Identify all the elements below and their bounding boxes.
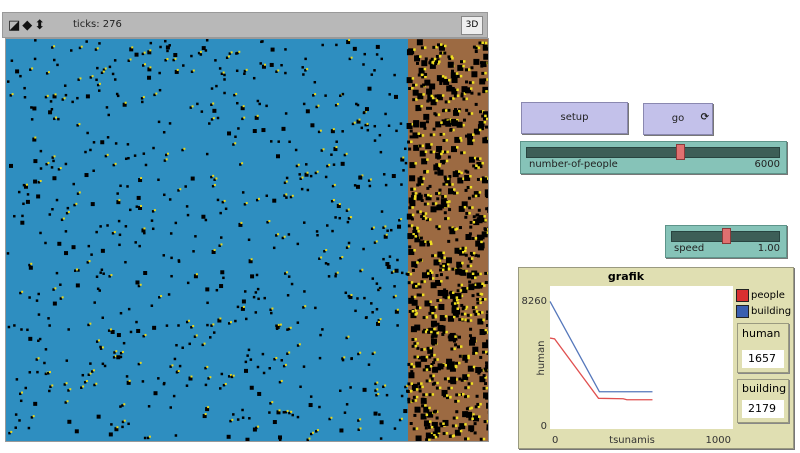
series-line-building: [549, 301, 653, 393]
slider-track[interactable]: [526, 147, 780, 158]
forever-icon: ⟳: [700, 112, 709, 123]
x-axis-label: tsunamis: [609, 435, 655, 446]
monitor-label: human: [742, 327, 781, 340]
legend-swatch: [736, 288, 749, 302]
water-area: [6, 39, 408, 441]
slider-value: 6000: [754, 159, 780, 170]
go-label: go: [671, 113, 685, 124]
slider-label: number-of-people: [529, 159, 618, 170]
legend-swatch: [736, 304, 749, 318]
plot-title: grafik: [607, 270, 645, 283]
series-line-people: [549, 337, 653, 401]
monitor-human: human 1657: [737, 323, 789, 373]
plot-canvas: 8260 0 0 1000 tsunamis human: [522, 286, 733, 446]
legend-label: people: [751, 290, 785, 301]
go-button[interactable]: go ⟳: [643, 103, 713, 135]
plot-grafik: grafik 8260 0 0 1000 tsunamis human peop…: [518, 267, 794, 449]
setup-label: setup: [560, 112, 589, 123]
agents: [6, 39, 488, 441]
view-control-icons[interactable]: ◪◆⬍: [8, 18, 48, 33]
monitor-building: building 2179: [737, 379, 789, 423]
legend-label: building: [751, 306, 792, 317]
monitor-value: 1657: [742, 350, 784, 368]
setup-button[interactable]: setup: [521, 102, 628, 134]
plot-area: [550, 286, 733, 429]
legend: people building: [736, 288, 791, 320]
y-axis-label: human: [536, 341, 547, 376]
world-view[interactable]: [5, 38, 489, 442]
slider-value: 1.00: [757, 243, 780, 254]
legend-item-people: people: [736, 288, 791, 304]
monitor-label: building: [742, 382, 787, 395]
y-tick-label: 8260: [522, 296, 547, 307]
legend-item-building: building: [736, 304, 791, 320]
x-tick-label: 0: [552, 435, 558, 446]
ticks-counter: ticks: 276: [73, 19, 122, 30]
slider-knob[interactable]: [722, 228, 731, 244]
speed-slider[interactable]: speed 1.00: [665, 225, 787, 258]
monitor-value: 2179: [742, 400, 784, 418]
number-of-people-slider[interactable]: number-of-people 6000: [520, 141, 787, 174]
y-tick-label: 0: [541, 421, 547, 432]
slider-label: speed: [674, 243, 705, 254]
3d-button[interactable]: 3D: [461, 16, 483, 35]
x-tick-label: 1000: [706, 435, 731, 446]
slider-knob[interactable]: [676, 144, 685, 160]
view-toolbar: ◪◆⬍ ticks: 276 3D: [2, 12, 488, 38]
